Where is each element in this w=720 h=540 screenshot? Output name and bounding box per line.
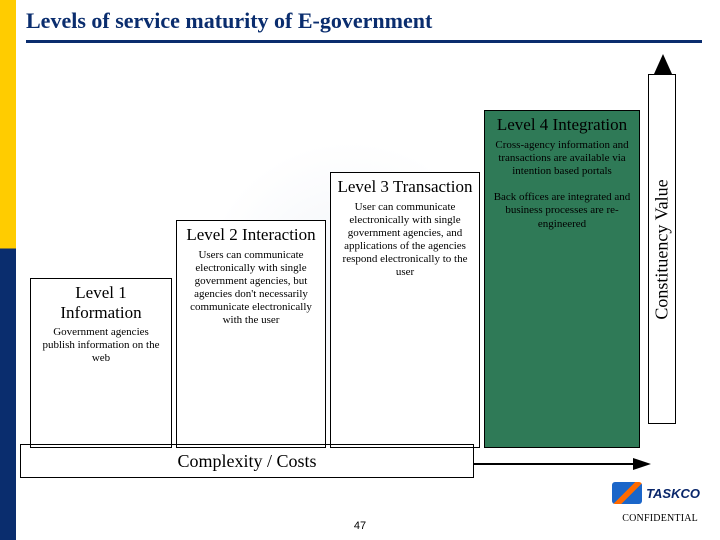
slide: Levels of service maturity of E-governme…: [0, 0, 720, 540]
y-axis-box: Constituency Value: [648, 74, 676, 424]
x-axis-box: Complexity / Costs: [20, 444, 474, 478]
level-1-body: Government agencies publish information …: [31, 324, 171, 372]
level-3-title: Level 3 Transaction: [331, 173, 479, 199]
brand-mark-icon: [612, 482, 642, 504]
level-2-box: Level 2 Interaction Users can communicat…: [176, 220, 326, 448]
level-1-box: Level 1 Information Government agencies …: [30, 278, 172, 448]
y-axis-label: Constituency Value: [652, 179, 673, 319]
level-1-title: Level 1 Information: [31, 279, 171, 324]
title-underline: [26, 40, 702, 43]
level-4-body: Cross-agency information and transaction…: [485, 137, 639, 237]
page-number: 47: [354, 520, 366, 532]
level-2-title: Level 2 Interaction: [177, 221, 325, 247]
level-3-body: User can communicate electronically with…: [331, 199, 479, 286]
y-axis-arrow-icon: [654, 54, 672, 78]
maturity-staircase: Level 1 Information Government agencies …: [30, 62, 640, 452]
level-4-title: Level 4 Integration: [485, 111, 639, 137]
x-axis-arrow-icon: [473, 455, 653, 473]
page-title: Levels of service maturity of E-governme…: [26, 8, 432, 34]
left-color-strip: [0, 0, 16, 540]
brand-logo: TASKCO: [612, 482, 700, 504]
confidential-label: CONFIDENTIAL: [622, 513, 698, 524]
brand-text: TASKCO: [646, 486, 700, 501]
x-axis-label: Complexity / Costs: [177, 451, 316, 472]
level-4-box: Level 4 Integration Cross-agency informa…: [484, 110, 640, 448]
level-2-body: Users can communicate electronically wit…: [177, 247, 325, 334]
level-3-box: Level 3 Transaction User can communicate…: [330, 172, 480, 448]
